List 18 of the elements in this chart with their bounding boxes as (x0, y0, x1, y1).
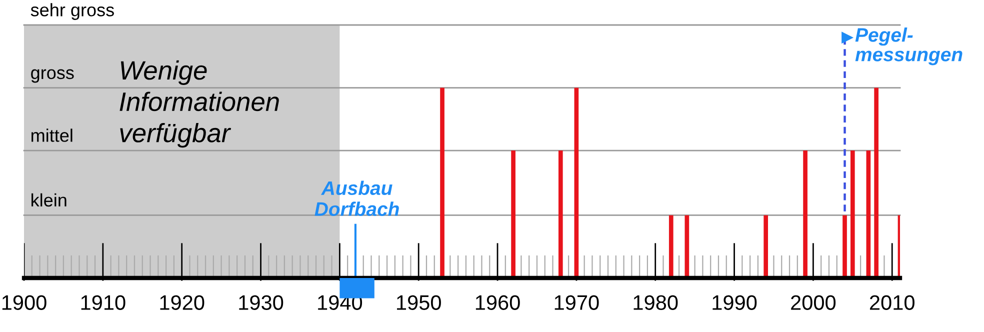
x-tick-label: 2000 (791, 295, 836, 310)
x-tick-label: 1970 (554, 295, 599, 310)
ref-line-label: Pegel- messungen (855, 28, 962, 66)
ref-line-label: klein (32, 193, 66, 207)
x-tick-label: 1910 (81, 295, 126, 310)
band-label: Wenige Informationen verfügbar (120, 60, 279, 148)
ref-line-label: gross (31, 69, 74, 83)
ref-line-label: sehr gross (30, 3, 114, 20)
x-tick-label: 1980 (634, 295, 678, 310)
x-tick-label: 1900 (2, 295, 46, 310)
x-tick-label: 1930 (239, 295, 284, 310)
x-tick-label: 1990 (712, 295, 757, 310)
x-tick-label: 1950 (397, 295, 441, 310)
x-tick-label: 1920 (160, 295, 204, 310)
ref-line-label: Ausbau Dorfbach (314, 180, 399, 216)
ref-line-label: mittel (32, 128, 72, 142)
x-tick-label: 1960 (476, 295, 520, 310)
x-tick-label: 2010 (870, 295, 914, 310)
